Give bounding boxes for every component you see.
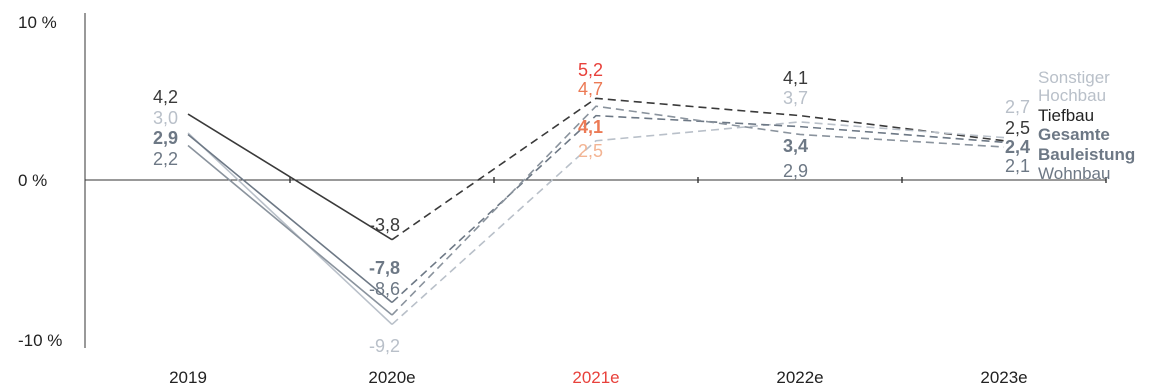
data-label: 3,4 xyxy=(783,136,808,156)
data-label: 2,2 xyxy=(153,149,178,169)
series-line-sonstiger xyxy=(187,132,393,326)
x-tick-label: 2020e xyxy=(368,368,415,387)
series-forecast-line-gesamt xyxy=(391,114,1005,304)
data-labels: 4,23,02,92,2-3,8-7,8-8,6-9,25,24,74,12,5… xyxy=(153,60,1030,356)
y-tick-labels: 10 % 0 % -10 % xyxy=(18,13,62,350)
data-label: 3,7 xyxy=(783,88,808,108)
series-end-label: Tiefbau xyxy=(1038,106,1094,125)
series-forecast-line-wohnbau xyxy=(391,105,1005,316)
series-end-label: Bauleistung xyxy=(1038,145,1135,164)
x-tick-label: 2022e xyxy=(776,368,823,387)
data-label: 4,2 xyxy=(153,87,178,107)
data-label: 3,0 xyxy=(153,108,178,128)
series-end-label: Sonstiger xyxy=(1038,68,1110,87)
data-label: 4,1 xyxy=(578,117,603,137)
series-line-gesamt xyxy=(187,133,393,304)
series-end-label: Gesamte xyxy=(1038,125,1110,144)
x-tick-labels: 2019 2020e 2021e 2022e 2023e xyxy=(169,368,1028,387)
x-tick-label: 2019 xyxy=(169,368,207,387)
series-end-label: Hochbau xyxy=(1038,86,1106,105)
x-tick-label: 2023e xyxy=(980,368,1027,387)
data-label: -7,8 xyxy=(369,258,400,278)
series-line-wohnbau xyxy=(187,144,393,316)
data-label: 2,9 xyxy=(153,128,178,148)
x-tick-label: 2021e xyxy=(572,368,619,387)
data-label: 5,2 xyxy=(578,60,603,80)
data-label: -8,6 xyxy=(369,279,400,299)
series-end-label: Wohnbau xyxy=(1038,164,1110,183)
data-label: 2,5 xyxy=(1005,118,1030,138)
data-label: 2,9 xyxy=(783,161,808,181)
series-line-tiefbau xyxy=(187,113,393,241)
y-tick-label: -10 % xyxy=(18,331,62,350)
data-label: 2,5 xyxy=(578,141,603,161)
series-lines xyxy=(187,97,1005,326)
data-label: -3,8 xyxy=(369,215,400,235)
data-label: -9,2 xyxy=(369,336,400,356)
series-forecast-line-sonstiger xyxy=(391,121,1005,326)
data-label: 2,7 xyxy=(1005,97,1030,117)
data-label: 2,1 xyxy=(1005,156,1030,176)
data-label: 2,4 xyxy=(1005,137,1030,157)
line-end-labels: SonstigerHochbauTiefbauGesamteBauleistun… xyxy=(1038,68,1135,183)
data-label: 4,7 xyxy=(578,79,603,99)
data-label: 4,1 xyxy=(783,68,808,88)
axes xyxy=(84,13,1107,348)
y-tick-label: 0 % xyxy=(18,171,47,190)
series-forecast-line-tiefbau xyxy=(391,97,1005,241)
y-tick-label: 10 % xyxy=(18,13,57,32)
